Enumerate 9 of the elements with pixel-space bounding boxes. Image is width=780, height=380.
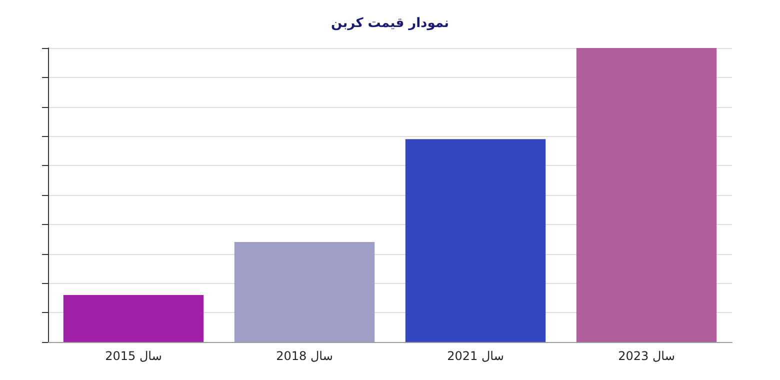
bar bbox=[63, 294, 204, 342]
x-tick-label: سال 2023 bbox=[618, 349, 675, 363]
x-tick-label: سال 2021 bbox=[447, 349, 504, 363]
x-tick-label: سال 2015 bbox=[105, 349, 162, 363]
bar bbox=[234, 242, 375, 342]
bar bbox=[576, 48, 717, 342]
x-tick-label: سال 2018 bbox=[276, 349, 333, 363]
chart-title: نمودار قیمت کربن bbox=[331, 16, 449, 31]
bar bbox=[405, 139, 546, 342]
